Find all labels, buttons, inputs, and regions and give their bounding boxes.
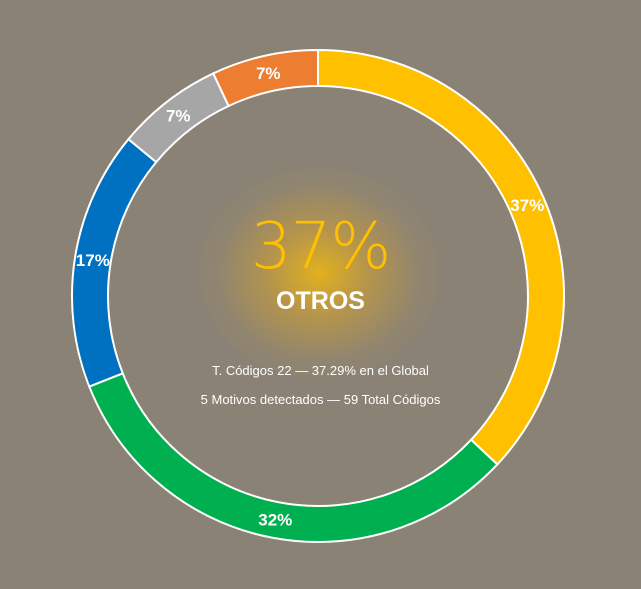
slice-label-1: 37%	[510, 196, 544, 215]
reasons-summary-text: 5 Motivos detectados — 59 Total Códigos	[200, 392, 441, 407]
center-glow	[199, 168, 439, 378]
codes-summary-text: T. Códigos 22 — 37.29% en el Global	[212, 363, 429, 378]
slice-label-3: 17%	[76, 251, 110, 270]
slice-label-5: 7%	[256, 64, 281, 83]
donut-slices	[71, 48, 565, 543]
slice-label-4: 7%	[166, 106, 191, 125]
slice-labels: 37% 32% 17% 7% 7%	[76, 64, 544, 529]
center-category-label: OTROS	[276, 287, 365, 315]
center-percent: 37%	[250, 210, 391, 284]
donut-slice-5	[211, 48, 319, 108]
slice-label-2: 32%	[258, 510, 292, 529]
